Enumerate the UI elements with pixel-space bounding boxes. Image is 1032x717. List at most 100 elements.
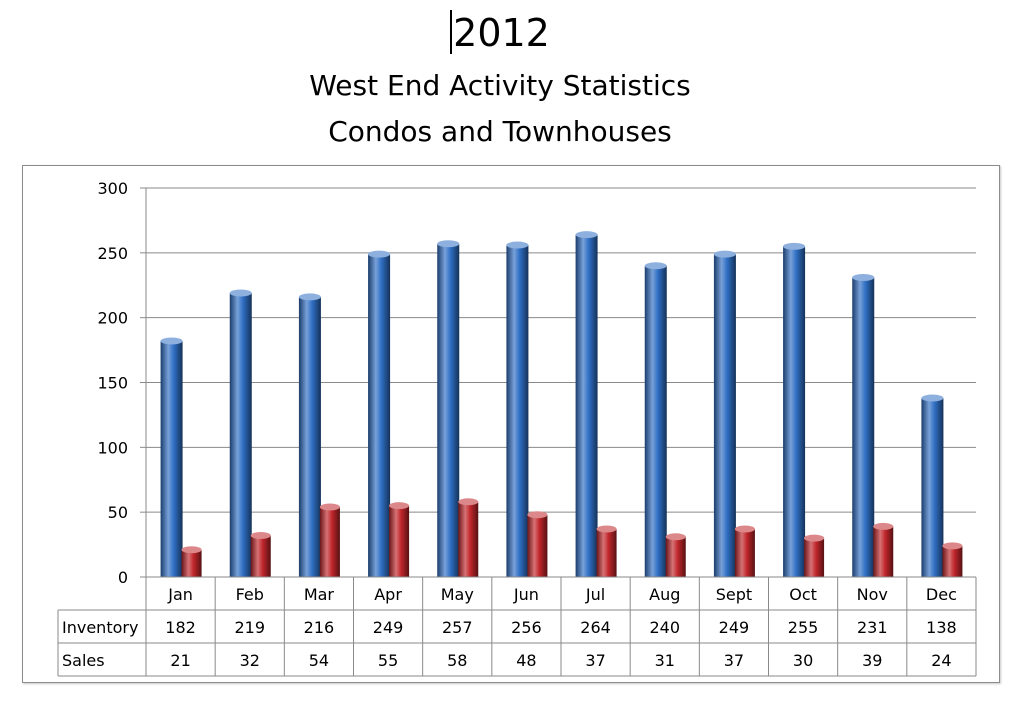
sales-bar-body [734, 529, 755, 577]
sales-bar-body [389, 505, 410, 577]
x-category-label: Mar [304, 585, 335, 604]
data-table-value: 31 [655, 651, 675, 670]
sales-bar-top [734, 525, 755, 533]
sales-bar-top [596, 525, 617, 533]
sales-bar-top [942, 542, 963, 550]
inventory-bar-top [783, 242, 806, 250]
sales-bar-body [319, 506, 340, 577]
inventory-bar-body [437, 243, 460, 578]
sales-bar-top [804, 534, 825, 542]
data-table-value: 216 [304, 618, 335, 637]
inventory-bar [506, 241, 529, 577]
sales-bar [389, 502, 410, 577]
data-table-value: 48 [516, 651, 536, 670]
y-tick-label: 200 [97, 309, 128, 328]
x-category-label: Dec [926, 585, 957, 604]
y-tick-label: 300 [97, 179, 128, 198]
inventory-bar-body [852, 277, 875, 577]
inventory-bar-body [575, 234, 598, 577]
inventory-bar-top [506, 241, 529, 249]
sales-bar [596, 525, 617, 577]
inventory-bar-top [229, 289, 252, 297]
inventory-bar-top [575, 231, 598, 239]
inventory-bar-body [368, 254, 391, 577]
chart-subtitle: Condos and Townhouses [328, 115, 672, 148]
data-table-value: 231 [857, 618, 888, 637]
x-category-label: Sept [716, 585, 752, 604]
sales-bar-body [665, 536, 686, 577]
data-table-value: 58 [447, 651, 467, 670]
y-tick-label: 150 [97, 374, 128, 393]
chart-frame[interactable]: 0 50 100 150 200 250 300 Jan Feb Mar Apr May Jun Jul A… [22, 165, 1000, 683]
x-category-label: Feb [236, 585, 264, 604]
inventory-bar-top [852, 273, 875, 281]
data-table-value: 39 [862, 651, 882, 670]
text-cursor [450, 10, 453, 54]
sales-bar [734, 525, 755, 577]
inventory-bar [368, 250, 391, 577]
inventory-bar-top [368, 250, 391, 258]
data-table-value: 24 [931, 651, 951, 670]
data-table-value: 37 [585, 651, 605, 670]
data-table-value: 249 [719, 618, 750, 637]
inventory-bar-body [298, 296, 321, 577]
sales-bar-top [665, 533, 686, 541]
inventory-bar-body [783, 246, 806, 577]
inventory-bar-top [437, 240, 460, 248]
series-name-label: Sales [62, 651, 105, 670]
sales-bar-top [458, 498, 479, 506]
inventory-bar-top [921, 394, 944, 402]
inventory-bar-body [160, 341, 183, 577]
sales-bar [250, 532, 271, 577]
x-category-label: Jul [585, 585, 605, 604]
inventory-bar-top [160, 337, 183, 345]
sales-bar-body [873, 526, 894, 577]
data-table-value: 37 [724, 651, 744, 670]
data-table-value: 32 [240, 651, 260, 670]
x-category-label: Apr [374, 585, 402, 604]
sales-bar-top [873, 522, 894, 530]
x-category-label: Aug [649, 585, 680, 604]
sales-bar [181, 546, 202, 577]
inventory-bar [298, 293, 321, 577]
year-text: 2012 [453, 11, 550, 55]
y-tick-label: 100 [97, 438, 128, 457]
data-table-value: 249 [373, 618, 404, 637]
inventory-bar [783, 242, 806, 577]
data-table-value: 219 [234, 618, 265, 637]
x-category-label: Jan [167, 585, 193, 604]
sales-bar-top [527, 511, 548, 519]
chart-year-heading: 2012 [0, 10, 1000, 56]
x-category-label: Nov [857, 585, 888, 604]
x-category-label: Jun [513, 585, 539, 604]
inventory-bar [644, 262, 667, 577]
inventory-bar-body [713, 254, 736, 577]
sales-bar-body [942, 545, 963, 577]
sales-bar-top [319, 503, 340, 511]
sales-bar [458, 498, 479, 577]
sales-bar [527, 511, 548, 577]
y-tick-label: 250 [97, 244, 128, 263]
x-category-label: May [441, 585, 474, 604]
data-table-value: 138 [926, 618, 957, 637]
sales-bar-body [250, 535, 271, 577]
sales-bar-body [596, 529, 617, 577]
data-table-value: 182 [165, 618, 196, 637]
inventory-bar-body [506, 245, 529, 577]
series-name-label: Inventory [62, 618, 138, 637]
inventory-bar-top [644, 262, 667, 270]
inventory-bar-body [644, 265, 667, 577]
data-table-value: 55 [378, 651, 398, 670]
inventory-bar-top [298, 293, 321, 301]
inventory-bar-body [229, 293, 252, 577]
data-table-value: 257 [442, 618, 473, 637]
sales-bar-body [527, 514, 548, 577]
inventory-bar [921, 394, 944, 577]
sales-bar-body [804, 538, 825, 577]
inventory-bar-top [713, 250, 736, 258]
sales-bar [804, 534, 825, 577]
inventory-bar [713, 250, 736, 577]
inventory-bar [575, 231, 598, 577]
inventory-bar [437, 240, 460, 578]
bar-chart: 0 50 100 150 200 250 300 Jan Feb Mar Apr May Jun Jul A… [57, 179, 977, 677]
